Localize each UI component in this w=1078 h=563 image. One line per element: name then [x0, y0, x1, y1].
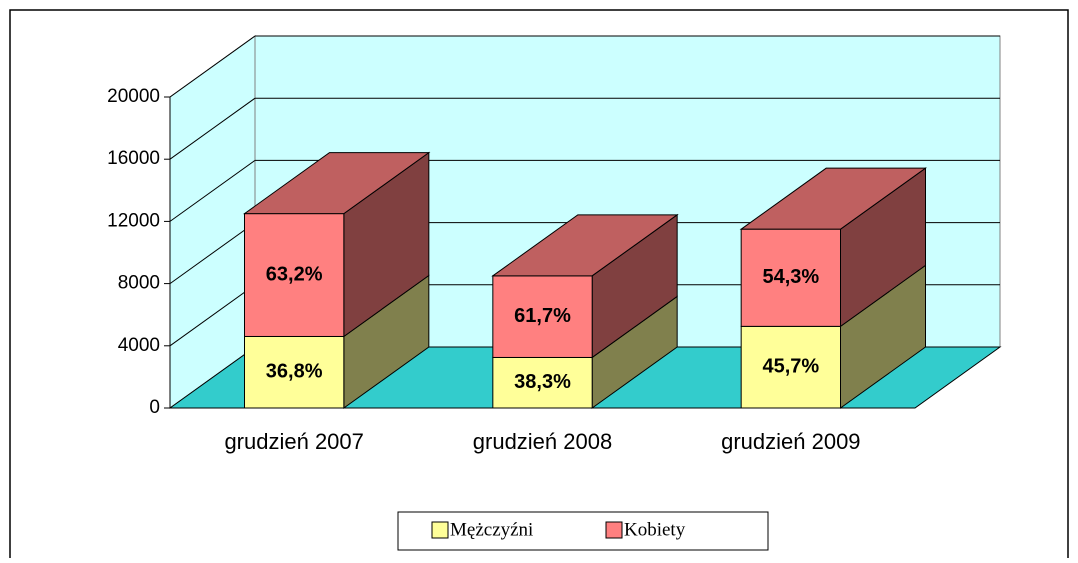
bar-top — [242, 152, 431, 215]
data-label: 36,8% — [266, 361, 323, 383]
y-tick-label: 16000 — [107, 148, 160, 169]
grid-line — [169, 284, 256, 347]
x-tick-label: grudzień 2009 — [721, 429, 860, 454]
grid-line — [169, 159, 256, 222]
legend-label: Mężczyźni — [450, 519, 533, 540]
bar-top — [491, 214, 679, 277]
x-tick-label: grudzień 2007 — [224, 429, 363, 454]
grid-line — [169, 97, 256, 160]
data-label: 38,3% — [514, 371, 571, 393]
grid-line — [169, 35, 256, 98]
x-tick-label: grudzień 2008 — [473, 429, 612, 454]
bar — [492, 275, 593, 358]
bar — [492, 356, 593, 409]
data-label: 63,2% — [266, 263, 323, 285]
bar — [244, 213, 345, 337]
grid-line — [169, 222, 256, 285]
y-tick-label: 0 — [149, 397, 160, 418]
data-label: 45,7% — [762, 355, 819, 377]
legend-label: Kobiety — [624, 519, 686, 540]
legend-box — [397, 511, 769, 551]
data-label: 61,7% — [514, 305, 571, 327]
bar — [740, 228, 842, 327]
side-wall — [169, 35, 256, 409]
y-tick-label: 8000 — [118, 273, 160, 294]
y-tick-label: 12000 — [107, 210, 160, 231]
y-tick-label: 20000 — [107, 86, 160, 107]
legend-swatch — [605, 521, 623, 539]
data-label: 54,3% — [762, 266, 819, 288]
y-tick-label: 4000 — [118, 335, 160, 356]
bar — [740, 325, 842, 409]
bar-top — [739, 167, 928, 230]
legend-swatch — [431, 521, 449, 539]
